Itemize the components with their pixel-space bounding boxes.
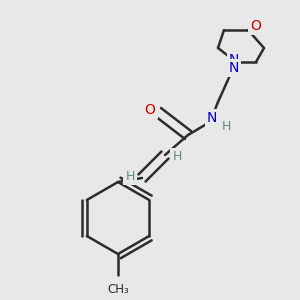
Text: H: H — [221, 119, 231, 133]
Text: N: N — [229, 61, 239, 75]
Text: N: N — [207, 111, 217, 125]
Text: CH₃: CH₃ — [107, 283, 129, 296]
Text: O: O — [250, 19, 261, 33]
Text: H: H — [172, 151, 182, 164]
Text: H: H — [125, 169, 135, 182]
Text: O: O — [145, 103, 155, 117]
Text: N: N — [229, 53, 239, 67]
